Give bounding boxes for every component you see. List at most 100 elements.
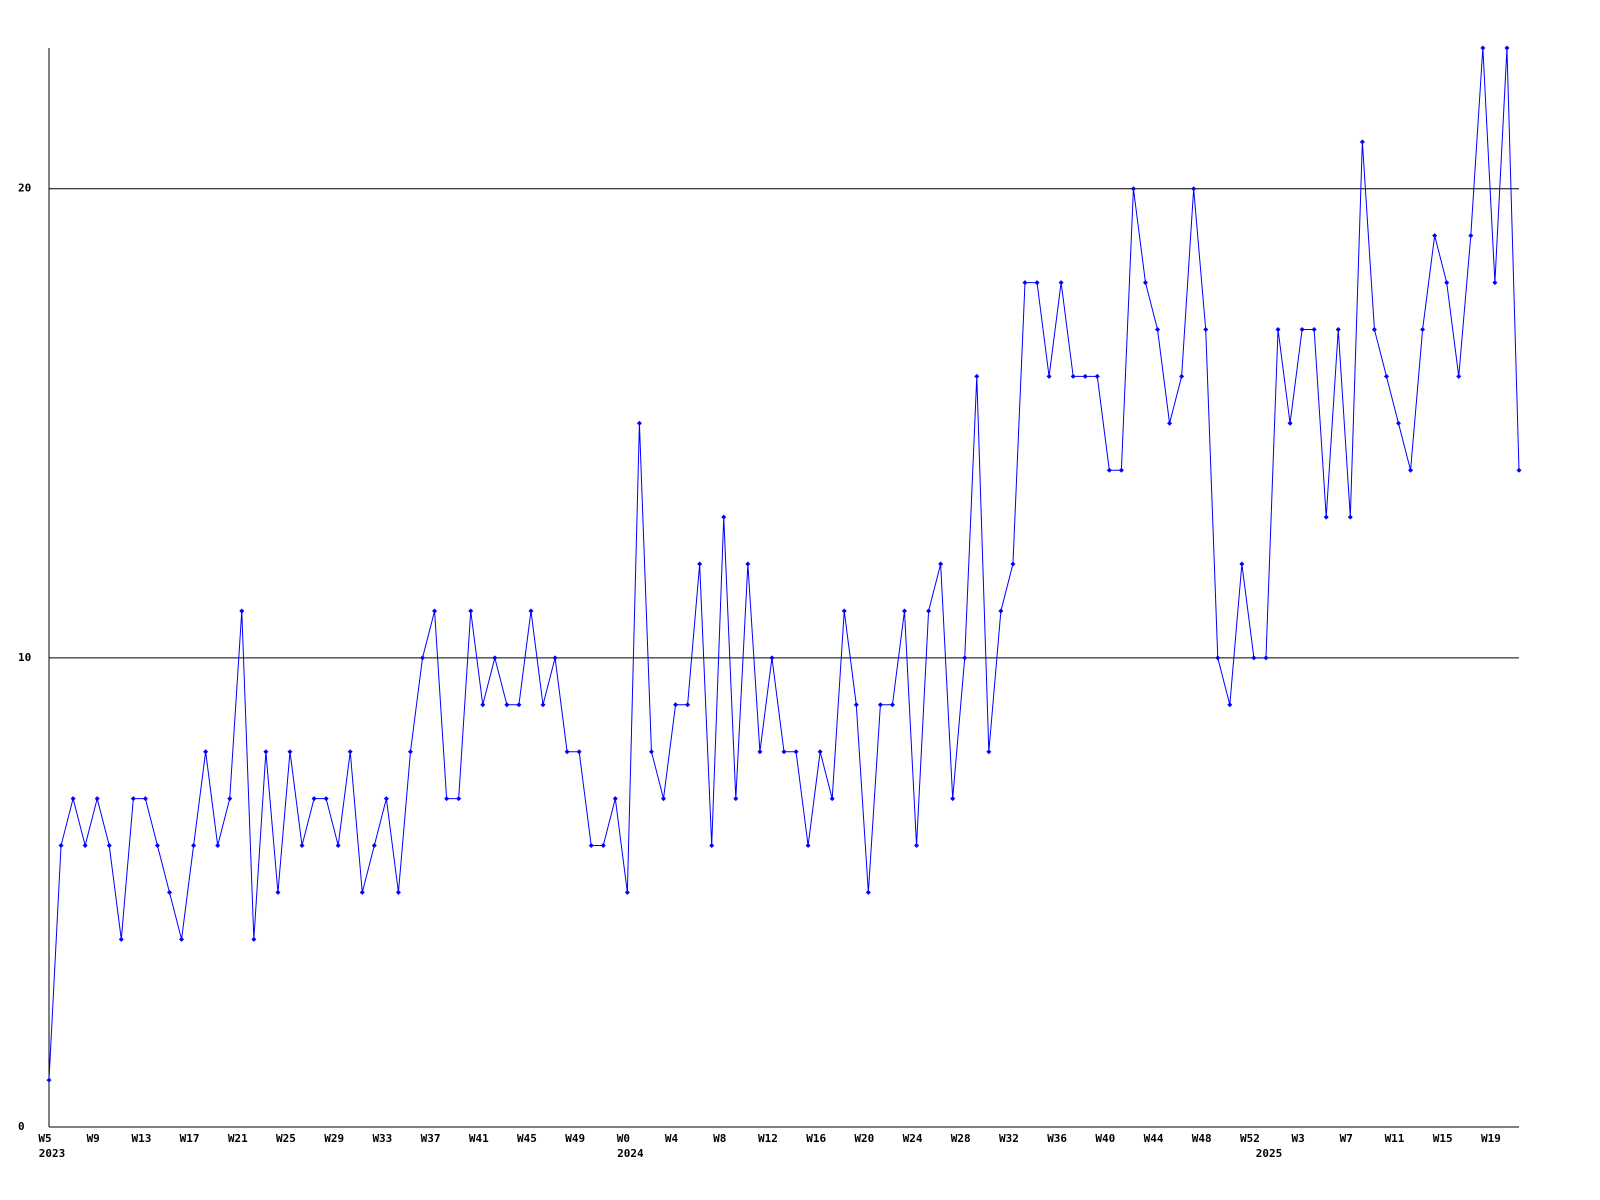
point (154, 843, 160, 849)
point (950, 796, 956, 802)
point (1191, 186, 1197, 192)
x-tick-label: W29 (324, 1132, 344, 1145)
point (709, 843, 715, 849)
point (251, 936, 257, 942)
point (793, 749, 799, 755)
point (1287, 420, 1293, 426)
point (335, 843, 341, 849)
point (648, 749, 654, 755)
x-tick-label: W8 (713, 1132, 726, 1145)
x-tick-label: W7 (1340, 1132, 1353, 1145)
point (1456, 373, 1462, 379)
point (215, 843, 221, 849)
x-tick-label: W15 (1433, 1132, 1453, 1145)
point (1444, 280, 1450, 286)
point (492, 655, 498, 661)
point (1142, 280, 1148, 286)
point (432, 608, 438, 614)
point (191, 843, 197, 849)
y-tick-label: 20 (18, 182, 31, 195)
point (371, 843, 377, 849)
point (347, 749, 353, 755)
point (721, 514, 727, 520)
point (239, 608, 245, 614)
x-year-label: 2024 (617, 1147, 644, 1160)
point (901, 608, 907, 614)
x-tick-label: W40 (1095, 1132, 1115, 1145)
point (1118, 467, 1124, 473)
point (1359, 139, 1365, 145)
point (106, 843, 112, 849)
x-tick-label: W12 (758, 1132, 778, 1145)
point (516, 702, 522, 708)
point (130, 796, 136, 802)
x-tick-label: W20 (854, 1132, 874, 1145)
point (1408, 467, 1414, 473)
point (1347, 514, 1353, 520)
point (914, 843, 920, 849)
x-tick-label: W24 (903, 1132, 923, 1145)
point (1203, 326, 1209, 332)
point (1323, 514, 1329, 520)
point (1516, 467, 1522, 473)
point (685, 702, 691, 708)
x-tick-label: W33 (372, 1132, 392, 1145)
point (1010, 561, 1016, 567)
point (1179, 373, 1185, 379)
point (1167, 420, 1173, 426)
point (552, 655, 558, 661)
x-tick-label: W49 (565, 1132, 585, 1145)
x-tick-label: W16 (806, 1132, 826, 1145)
point (46, 1077, 52, 1083)
point (697, 561, 703, 567)
point (395, 889, 401, 895)
x-year-label: 2025 (1256, 1147, 1283, 1160)
x-tick-label: W41 (469, 1132, 489, 1145)
point (588, 843, 594, 849)
point (636, 420, 642, 426)
point (1480, 45, 1486, 51)
point (781, 749, 787, 755)
point (58, 843, 64, 849)
x-tick-label: W36 (1047, 1132, 1067, 1145)
point (962, 655, 968, 661)
point (540, 702, 546, 708)
point (877, 702, 883, 708)
point (480, 702, 486, 708)
point (94, 796, 100, 802)
x-tick-label: W17 (180, 1132, 200, 1145)
x-tick-label: W13 (131, 1132, 151, 1145)
point (118, 936, 124, 942)
point (841, 608, 847, 614)
x-tick-label: W0 (617, 1132, 630, 1145)
point (829, 796, 835, 802)
point (1468, 233, 1474, 239)
point (287, 749, 293, 755)
point (1130, 186, 1136, 192)
point (1215, 655, 1221, 661)
point (1263, 655, 1269, 661)
point (1432, 233, 1438, 239)
point (179, 936, 185, 942)
point (1335, 326, 1341, 332)
point (383, 796, 389, 802)
x-tick-label: W32 (999, 1132, 1019, 1145)
point (974, 373, 980, 379)
point (745, 561, 751, 567)
point (1251, 655, 1257, 661)
point (986, 749, 992, 755)
x-tick-label: W52 (1240, 1132, 1260, 1145)
point (1396, 420, 1402, 426)
point (359, 889, 365, 895)
point (82, 843, 88, 849)
x-tick-label: W4 (665, 1132, 679, 1145)
x-tick-label: W21 (228, 1132, 248, 1145)
point (1492, 280, 1498, 286)
x-tick-label: W44 (1144, 1132, 1164, 1145)
point (1383, 373, 1389, 379)
point (926, 608, 932, 614)
point (227, 796, 233, 802)
point (528, 608, 534, 614)
